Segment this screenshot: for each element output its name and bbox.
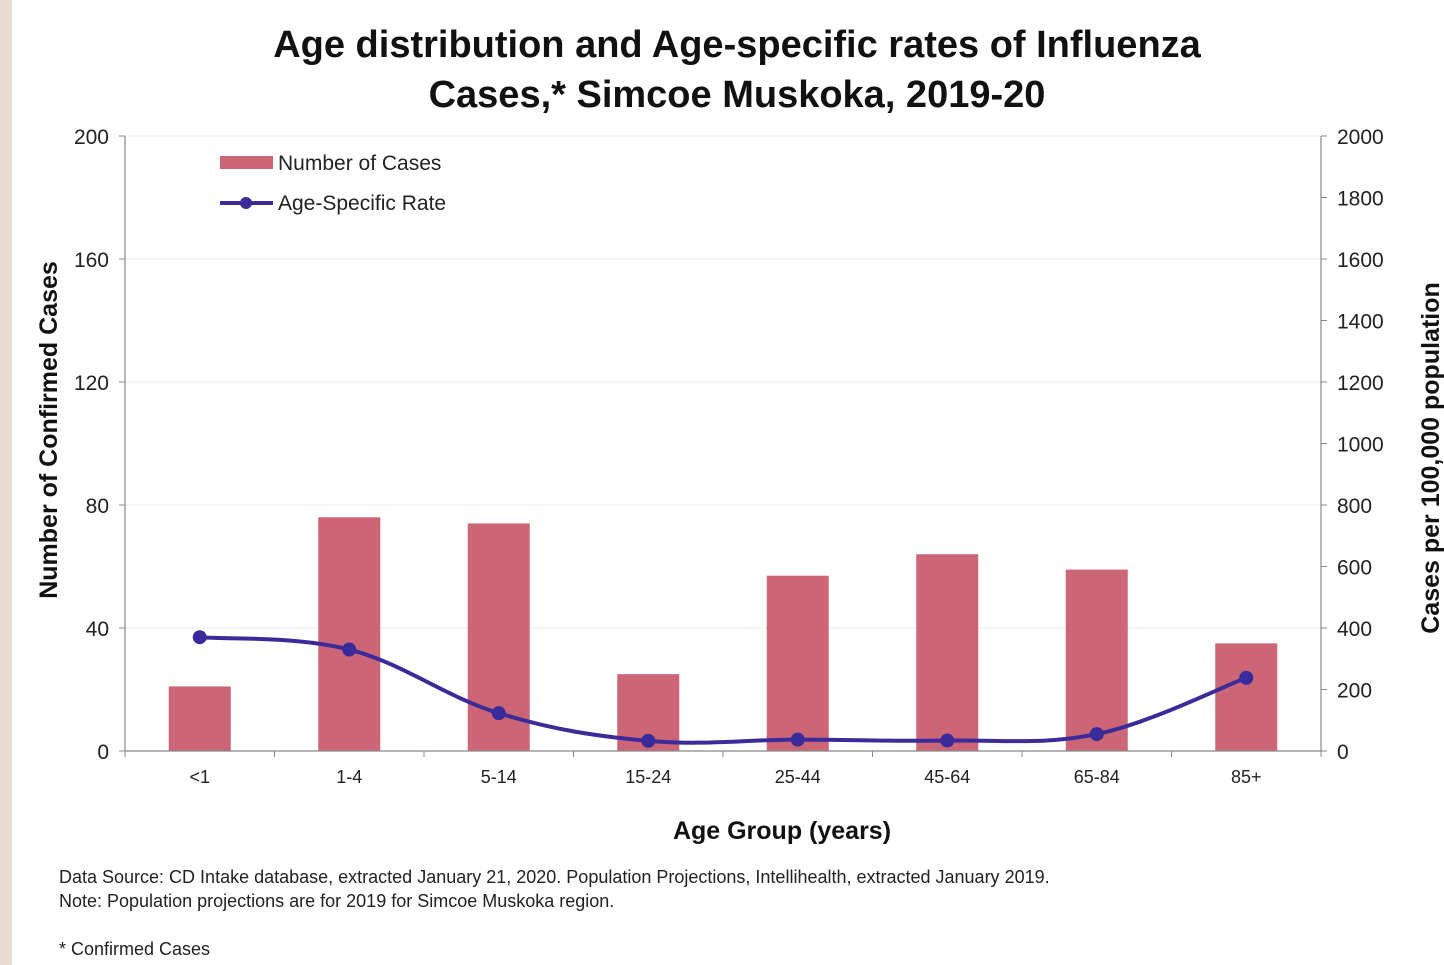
chart-title-line-2: Cases,* Simcoe Muskoka, 2019-20 <box>429 74 1046 116</box>
rate-point <box>1089 727 1104 742</box>
x-tick-label: 5-14 <box>481 767 517 787</box>
y-tick-label: 120 <box>74 372 109 395</box>
rate-point <box>342 642 357 657</box>
rate-point <box>940 733 955 748</box>
bar <box>1065 569 1128 751</box>
bar <box>1215 643 1278 751</box>
y-tick-label: 40 <box>86 618 109 641</box>
rate-point <box>192 630 207 645</box>
asterisk-note: * Confirmed Cases <box>59 939 211 959</box>
bar <box>168 686 231 751</box>
x-tick-label: <1 <box>189 767 210 787</box>
rate-line <box>199 635 1247 745</box>
y2-tick-label: 600 <box>1337 557 1372 580</box>
rate-point <box>491 706 506 721</box>
y2-tick-label: 800 <box>1337 495 1372 518</box>
y2-tick-label: 1600 <box>1337 249 1384 272</box>
bar <box>916 554 979 751</box>
axes: 0408012016020002004006008001000120014001… <box>74 126 1384 787</box>
y2-tick-label: 0 <box>1337 741 1349 764</box>
y-axis-title: Number of Confirmed Cases <box>35 261 63 599</box>
y2-axis-title: Cases per 100,000 population <box>1417 282 1444 634</box>
x-tick-label: 15-24 <box>625 767 671 787</box>
chart-panel: Age distribution and Age-specific rates … <box>12 0 1444 965</box>
rate-point <box>790 732 805 747</box>
legend: Number of Cases Age-Specific Rate <box>220 152 446 215</box>
y2-tick-label: 1400 <box>1337 311 1384 334</box>
bar-series <box>168 517 1278 751</box>
legend-label-cases: Number of Cases <box>278 152 441 175</box>
x-tick-label: 45-64 <box>924 767 970 787</box>
y2-tick-label: 400 <box>1337 618 1372 641</box>
x-tick-label: 25-44 <box>775 767 821 787</box>
y2-tick-label: 1200 <box>1337 372 1384 395</box>
legend-label-rate: Age-Specific Rate <box>278 192 446 215</box>
y2-tick-label: 200 <box>1337 680 1372 703</box>
y-tick-label: 80 <box>86 495 109 518</box>
x-tick-label: 1-4 <box>336 767 362 787</box>
x-axis-title: Age Group (years) <box>673 817 891 845</box>
x-tick-label: 65-84 <box>1074 767 1120 787</box>
chart-title-line-1: Age distribution and Age-specific rates … <box>273 24 1201 66</box>
rate-point <box>1239 670 1254 685</box>
data-source-note: Data Source: CD Intake database, extract… <box>59 867 1050 887</box>
legend-swatch-marker <box>240 197 252 209</box>
x-tick-label: 85+ <box>1231 767 1262 787</box>
bar <box>318 517 381 751</box>
line-series <box>192 630 1254 748</box>
population-note: Note: Population projections are for 201… <box>59 891 615 911</box>
y-tick-label: 160 <box>74 249 109 272</box>
y2-tick-label: 1000 <box>1337 434 1384 457</box>
bar <box>766 575 829 751</box>
chart: Age distribution and Age-specific rates … <box>35 24 1444 845</box>
y2-tick-label: 1800 <box>1337 188 1384 211</box>
legend-swatch-bars <box>220 156 273 169</box>
y2-tick-label: 2000 <box>1337 126 1384 149</box>
y-tick-label: 0 <box>97 741 109 764</box>
rate-point <box>641 733 656 748</box>
y-tick-label: 200 <box>74 126 109 149</box>
